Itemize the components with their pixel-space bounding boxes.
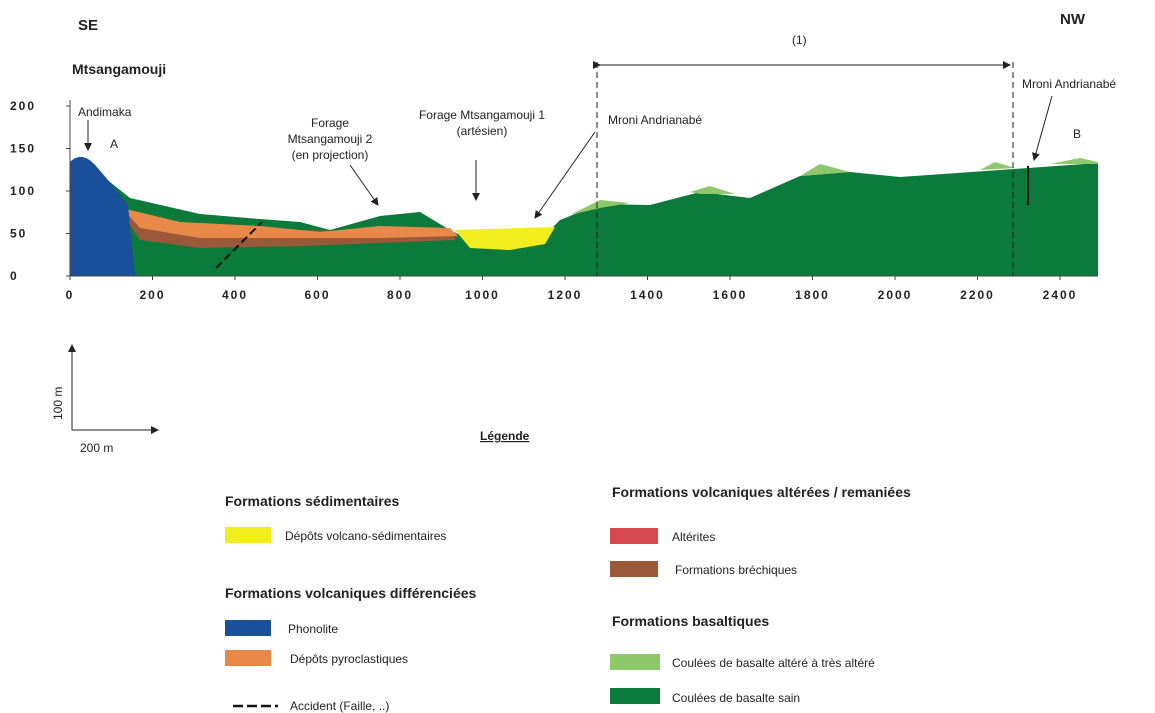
legend-item: Coulées de basalte sain: [672, 691, 800, 705]
annotation: Andimaka: [78, 105, 132, 119]
y-tick-label: 0: [10, 269, 19, 283]
legend-group: Formations volcaniques différenciées: [225, 585, 477, 601]
legend-item: Coulées de basalte altéré à très altéré: [672, 656, 875, 670]
legend-title: Légende: [480, 429, 530, 443]
x-tick-label: 1600: [713, 288, 748, 302]
annotation: (artésien): [457, 124, 508, 138]
annotation: Mroni Andrianabé: [1022, 77, 1116, 91]
x-tick-label: 1400: [630, 288, 665, 302]
annotation: B: [1073, 127, 1081, 141]
annotation: A: [110, 137, 118, 151]
y-tick-label: 150: [10, 142, 36, 156]
annotation: Mtsangamouji 2: [288, 132, 373, 146]
span-label: (1): [792, 33, 807, 47]
place-label: Mtsangamouji: [72, 61, 166, 77]
y-tick-label: 100: [10, 184, 36, 198]
x-tick-label: 600: [304, 288, 330, 302]
legend-group: Formations sédimentaires: [225, 493, 399, 509]
legend-group: Formations volcaniques altérées / remani…: [612, 484, 911, 500]
swatch: [610, 561, 658, 577]
swatch: [225, 650, 271, 666]
annotation: Forage: [311, 116, 349, 130]
legend-item: Dépôts pyroclastiques: [290, 652, 408, 666]
swatch: [610, 688, 660, 704]
side-label: NW: [1060, 11, 1086, 28]
legend-item: Altérites: [672, 530, 715, 544]
legend-item: Phonolite: [288, 622, 338, 636]
x-tick-label: 1200: [548, 288, 583, 302]
side-label: SE: [78, 17, 98, 34]
legend-item: Accident (Faille, ..): [290, 699, 389, 713]
y-tick-label: 200: [10, 99, 36, 113]
scale-label: 200 m: [80, 441, 113, 455]
swatch: [610, 528, 658, 544]
swatch: [610, 654, 660, 670]
x-tick-label: 800: [387, 288, 413, 302]
legend-item: Formations bréchiques: [675, 563, 797, 577]
section: [70, 157, 1098, 276]
x-tick-label: 1800: [795, 288, 830, 302]
arrow: [535, 132, 595, 218]
x-tick-label: 2400: [1043, 288, 1078, 302]
arrow: [1034, 96, 1052, 160]
legend-item: Dépôts volcano-sédimentaires: [285, 529, 446, 543]
arrow: [350, 165, 378, 205]
legend-group: Formations basaltiques: [612, 613, 769, 629]
scale-label: 100 m: [51, 387, 65, 420]
page: SE NW Mtsangamouji (1) 200 150 100 50 0 0 200 4…: [0, 0, 1155, 713]
swatch: [225, 527, 271, 543]
x-tick-label: 2200: [960, 288, 995, 302]
annotation: (en projection): [292, 148, 369, 162]
annotation: Mroni Andrianabé: [608, 113, 702, 127]
x-tick-label: 2000: [878, 288, 913, 302]
y-tick-label: 50: [10, 227, 27, 241]
phonolite: [70, 157, 135, 276]
x-tick-label: 400: [222, 288, 248, 302]
annotation: Forage Mtsangamouji 1: [419, 108, 545, 122]
x-tick-label: 200: [139, 288, 165, 302]
x-tick-label: 1000: [465, 288, 500, 302]
x-tick-label: 0: [66, 288, 75, 302]
swatch: [225, 620, 271, 636]
